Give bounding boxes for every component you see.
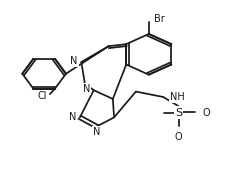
Text: N: N [83,84,90,94]
Text: N: N [93,127,100,137]
Text: Cl: Cl [37,91,47,101]
Text: N: N [70,56,78,66]
Text: NH: NH [170,92,185,102]
Text: Br: Br [154,14,164,24]
Text: S: S [175,107,182,118]
Text: N: N [69,112,76,122]
Text: O: O [202,107,210,118]
Text: O: O [175,132,182,142]
